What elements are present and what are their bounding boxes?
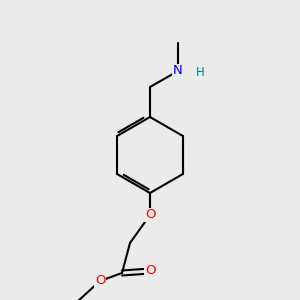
Text: N: N: [173, 64, 183, 77]
Text: H: H: [196, 67, 204, 80]
Text: O: O: [145, 208, 155, 221]
Text: O: O: [145, 265, 155, 278]
Text: O: O: [95, 274, 105, 287]
